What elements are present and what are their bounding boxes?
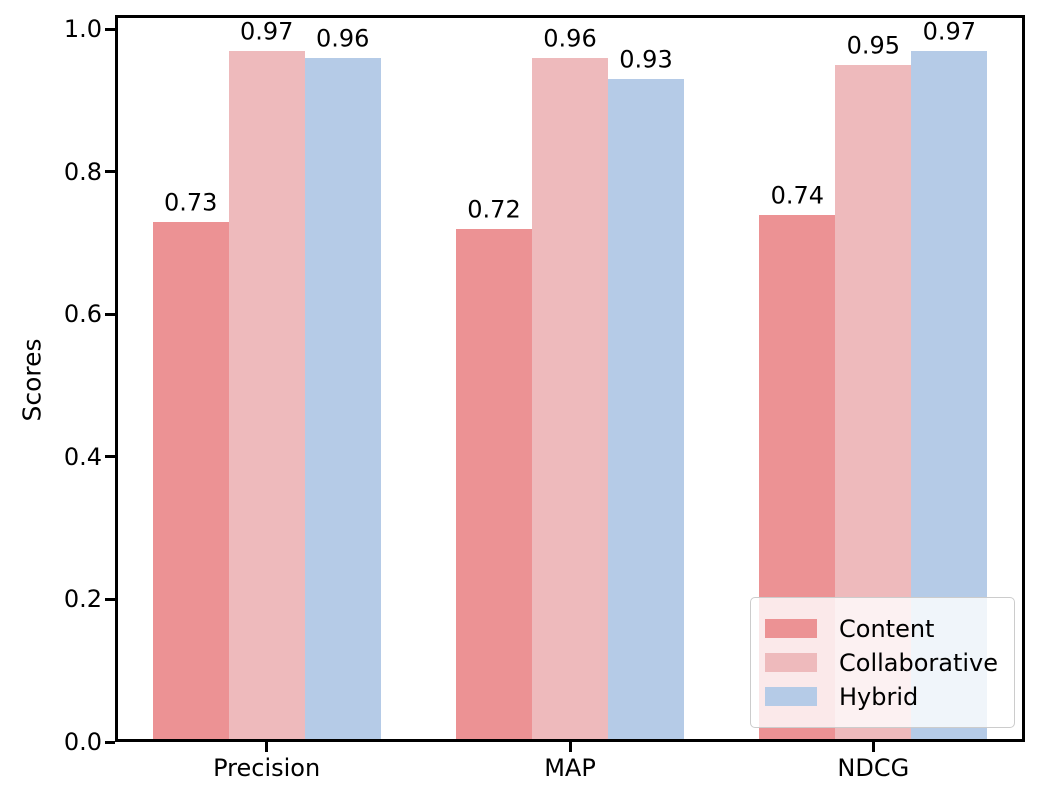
- legend-item-hybrid: Hybrid: [765, 685, 1000, 709]
- bar-content-map: [456, 228, 532, 742]
- bar-value-label: 0.73: [163, 188, 218, 217]
- legend-swatch-collaborative: [765, 653, 817, 672]
- y-tick-mark: [105, 27, 115, 31]
- x-tick-label: Precision: [213, 754, 321, 782]
- bar-content-precision: [152, 221, 229, 742]
- bar-value-label: 0.95: [846, 31, 901, 60]
- y-tick-label: 0.4: [63, 442, 102, 471]
- x-tick-label: NDCG: [837, 754, 910, 782]
- bar-collaborative-precision: [228, 50, 305, 742]
- x-tick-mark: [871, 742, 875, 752]
- legend-label-hybrid: Hybrid: [839, 682, 919, 711]
- y-tick-label: 0.8: [63, 157, 102, 186]
- legend: Content Collaborative Hybrid: [750, 597, 1015, 728]
- y-tick-label: 1.0: [63, 15, 102, 44]
- x-tick-label: MAP: [544, 754, 596, 782]
- y-tick-label: 0.6: [63, 300, 102, 329]
- legend-item-collaborative: Collaborative: [765, 651, 1000, 675]
- y-tick-mark: [105, 170, 115, 174]
- bar-value-label: 0.97: [922, 17, 977, 46]
- bar-value-label: 0.97: [239, 17, 294, 46]
- y-tick-mark: [105, 597, 115, 601]
- bar-value-label: 0.93: [619, 45, 673, 74]
- legend-label-content: Content: [839, 614, 935, 643]
- bar-hybrid-map: [608, 79, 684, 742]
- legend-label-collaborative: Collaborative: [839, 648, 999, 677]
- y-tick-mark: [105, 312, 115, 316]
- legend-swatch-hybrid: [765, 687, 817, 706]
- bar-collaborative-map: [532, 57, 608, 742]
- y-tick-mark: [105, 455, 115, 459]
- y-tick-label: 0.2: [63, 585, 102, 614]
- legend-item-content: Content: [765, 617, 1000, 641]
- bar-value-label: 0.96: [543, 24, 597, 53]
- bar-value-label: 0.74: [770, 181, 825, 210]
- bar-value-label: 0.72: [467, 195, 521, 224]
- x-tick-mark: [568, 742, 572, 752]
- y-axis-label: Scores: [17, 338, 47, 422]
- bar-value-label: 0.96: [315, 24, 370, 53]
- bar-hybrid-precision: [304, 57, 381, 742]
- legend-swatch-content: [765, 619, 817, 638]
- x-tick-mark: [265, 742, 269, 752]
- y-tick-label: 0.0: [63, 728, 102, 756]
- y-tick-mark: [105, 740, 115, 744]
